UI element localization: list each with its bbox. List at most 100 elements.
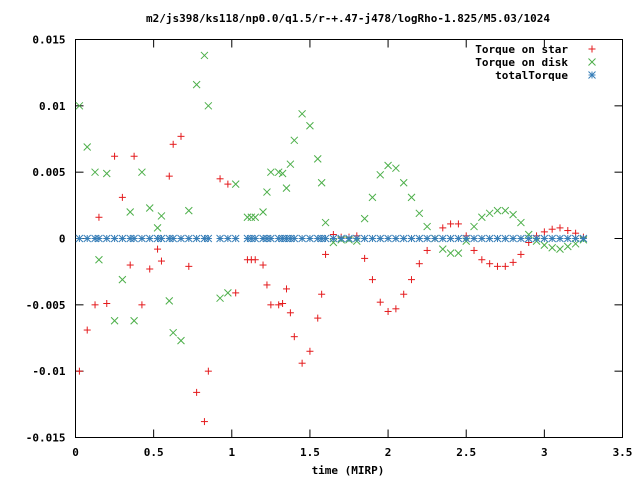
data-point	[184, 206, 193, 215]
data-point	[423, 246, 431, 254]
data-point	[486, 260, 494, 268]
data-point	[224, 289, 232, 297]
data-point	[200, 51, 209, 60]
data-point	[282, 285, 290, 293]
data-point	[298, 109, 306, 118]
data-point	[540, 241, 549, 249]
data-point	[169, 140, 177, 148]
data-point	[95, 213, 103, 221]
data-point	[153, 224, 162, 232]
data-point	[204, 101, 213, 110]
data-point	[138, 168, 146, 177]
data-point	[138, 301, 146, 309]
data-point	[298, 359, 306, 367]
data-point	[360, 214, 369, 223]
data-point	[279, 300, 287, 308]
data-point	[243, 234, 252, 243]
data-point	[267, 234, 275, 243]
data-point	[95, 234, 103, 243]
series-1	[75, 132, 587, 426]
x-tick-label: 1.5	[300, 446, 320, 459]
data-point	[579, 234, 588, 243]
data-point	[177, 336, 185, 345]
data-point	[243, 213, 252, 222]
data-point	[423, 222, 431, 231]
data-point	[177, 132, 185, 140]
data-point	[157, 234, 166, 243]
data-point	[540, 228, 548, 236]
data-point	[322, 250, 330, 258]
data-point	[263, 188, 271, 196]
data-point	[75, 101, 84, 110]
data-point	[564, 227, 572, 235]
data-point	[118, 193, 126, 201]
y-tick-label: -0.01	[32, 365, 65, 378]
data-point	[91, 168, 99, 177]
data-point	[415, 260, 423, 268]
data-point	[345, 234, 353, 243]
data-point	[290, 136, 299, 145]
data-point	[306, 121, 314, 130]
data-point	[337, 234, 346, 243]
data-point	[446, 249, 455, 257]
data-point	[438, 245, 447, 253]
data-point	[157, 257, 165, 265]
data-point	[517, 250, 525, 258]
data-point	[278, 169, 287, 178]
data-point	[286, 309, 294, 317]
data-point	[548, 234, 557, 243]
data-point	[138, 234, 146, 243]
x-tick-label: 1	[228, 446, 235, 459]
data-point	[415, 234, 424, 243]
legend-label: Torque on star	[475, 43, 568, 56]
data-point	[111, 152, 119, 160]
data-point	[318, 290, 326, 298]
data-point	[517, 234, 525, 243]
data-point	[501, 206, 510, 215]
data-point	[485, 234, 494, 243]
data-point	[532, 234, 541, 243]
data-point	[376, 234, 385, 243]
data-point	[462, 234, 471, 243]
data-point	[400, 290, 408, 298]
data-point	[306, 347, 314, 355]
data-point	[224, 180, 232, 188]
data-point	[118, 275, 127, 284]
data-point	[556, 245, 564, 253]
series-layer	[75, 51, 588, 426]
data-point	[185, 262, 193, 270]
data-point	[376, 170, 385, 179]
data-point	[517, 218, 525, 227]
data-point	[501, 262, 509, 270]
data-point	[470, 246, 478, 254]
data-point	[157, 212, 166, 220]
data-point	[407, 234, 416, 243]
data-point	[447, 220, 455, 228]
data-point	[407, 193, 416, 202]
data-point	[91, 301, 99, 309]
data-point	[477, 234, 486, 243]
data-point	[110, 316, 119, 325]
data-point	[454, 234, 463, 243]
data-point	[231, 180, 240, 188]
data-point	[232, 289, 240, 297]
data-point	[145, 234, 154, 243]
data-point	[216, 175, 224, 183]
data-point	[361, 254, 369, 262]
x-tick-label: 0.5	[144, 446, 164, 459]
data-point	[571, 234, 580, 243]
data-point	[204, 234, 213, 243]
data-point	[384, 307, 392, 315]
data-point	[438, 234, 447, 243]
data-point	[454, 249, 463, 257]
data-point	[259, 208, 267, 216]
data-point	[368, 234, 377, 243]
data-point	[275, 301, 283, 309]
data-point	[408, 276, 416, 284]
data-point	[306, 234, 314, 243]
x-tick-label: 0	[72, 446, 79, 459]
data-point	[368, 193, 377, 202]
y-axis-ticks: 0.015 0.01 0.005 0 -0.005 -0.01 -0.015	[26, 34, 623, 445]
